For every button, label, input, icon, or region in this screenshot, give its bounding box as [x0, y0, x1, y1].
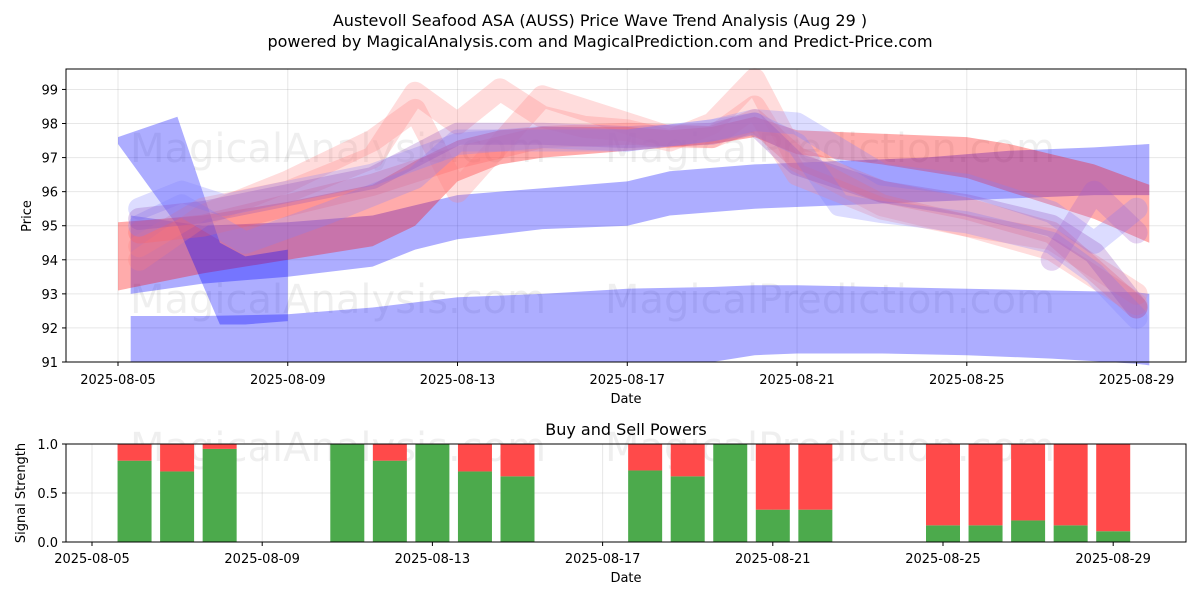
- buy-bar: [117, 460, 152, 542]
- power-chart: Buy and Sell Powers MagicalAnalysis.com …: [14, 420, 1187, 586]
- watermark-mid-left: MagicalAnalysis.com: [130, 277, 546, 323]
- price-plot-frame: [65, 68, 1187, 363]
- buy-bar: [670, 476, 705, 542]
- sell-bar: [457, 444, 492, 472]
- price-y-ticks: 91 92 93 94 95 96 97 98 99: [41, 83, 66, 371]
- price-x-tick-label: 2025-08-25: [929, 373, 1005, 388]
- watermark-top-right: MagicalPrediction.com: [605, 126, 1055, 172]
- buy-bar: [330, 444, 365, 542]
- power-x-tick-label: 2025-08-05: [54, 552, 130, 567]
- power-bars: [117, 444, 1131, 542]
- sell-bar: [500, 444, 535, 477]
- watermark-mid-right: MagicalPrediction.com: [605, 277, 1055, 323]
- buy-bar: [160, 471, 195, 542]
- power-x-tick-label: 2025-08-13: [395, 552, 471, 567]
- buy-bar: [1096, 531, 1131, 542]
- buy-bar: [798, 509, 833, 542]
- buy-bar: [1011, 520, 1046, 542]
- buy-bar: [500, 476, 535, 542]
- price-x-tick-label: 2025-08-13: [420, 373, 496, 388]
- sell-bar: [160, 444, 195, 472]
- figure-title: Austevoll Seafood ASA (AUSS) Price Wave …: [333, 11, 867, 30]
- buy-bar: [755, 509, 790, 542]
- price-y-label: Price: [20, 200, 35, 232]
- wave-line-1: [128, 68, 1148, 305]
- power-y-tick-label: 0.0: [37, 536, 58, 551]
- sell-bar: [372, 444, 407, 461]
- buy-bar: [628, 470, 663, 542]
- figure-subtitle: powered by MagicalAnalysis.com and Magic…: [267, 32, 932, 51]
- buy-bar: [457, 471, 492, 542]
- band-blue-mid-band: [130, 144, 1150, 294]
- wave-line-6: [1040, 180, 1148, 271]
- wave-line-5: [128, 112, 1148, 319]
- power-x-label: Date: [610, 571, 641, 586]
- price-chart: MagicalAnalysis.com MagicalPrediction.co…: [20, 68, 1187, 407]
- price-y-tick-label: 95: [41, 220, 58, 235]
- price-x-label: Date: [610, 392, 641, 407]
- sell-bar: [1011, 444, 1046, 521]
- band-blue-low-band: [130, 285, 1150, 366]
- price-x-tick-label: 2025-08-29: [1099, 373, 1175, 388]
- band-red-upper-band: [118, 116, 1150, 291]
- sell-bar: [1053, 444, 1088, 526]
- power-x-tick-label: 2025-08-09: [224, 552, 300, 567]
- sell-bar: [755, 444, 790, 510]
- power-x-tick-label: 2025-08-17: [565, 552, 641, 567]
- price-y-tick-label: 92: [41, 322, 58, 337]
- buy-bar: [202, 448, 237, 542]
- wave-line-4: [128, 112, 1148, 329]
- price-waves: [128, 68, 1148, 329]
- price-x-tick-label: 2025-08-09: [250, 373, 326, 388]
- wave-line-3: [128, 109, 1148, 254]
- price-y-tick-label: 99: [41, 83, 58, 98]
- price-grid: [66, 69, 1186, 363]
- price-y-tick-label: 91: [41, 356, 58, 371]
- sell-bar: [798, 444, 833, 510]
- watermark-top-left: MagicalAnalysis.com: [130, 126, 546, 172]
- sell-bar: [628, 444, 663, 471]
- sell-bar: [202, 444, 237, 449]
- buy-bar: [713, 444, 748, 542]
- price-x-tick-label: 2025-08-17: [589, 373, 665, 388]
- band-blue-spike-left: [118, 116, 288, 325]
- sell-bar: [670, 444, 705, 477]
- buy-bar: [372, 460, 407, 542]
- power-chart-title: Buy and Sell Powers: [545, 420, 707, 439]
- sell-bar: [968, 444, 1003, 526]
- wave-line-2: [128, 109, 1148, 319]
- price-bands: [118, 116, 1150, 366]
- price-x-tick-label: 2025-08-05: [80, 373, 156, 388]
- power-x-tick-label: 2025-08-29: [1075, 552, 1151, 567]
- price-x-tick-label: 2025-08-21: [759, 373, 835, 388]
- sell-bar: [117, 444, 152, 461]
- power-y-label: Signal Strength: [14, 443, 29, 543]
- power-x-ticks: 2025-08-05 2025-08-09 2025-08-13 2025-08-17…: [54, 542, 1151, 567]
- price-y-tick-label: 98: [41, 118, 58, 133]
- power-y-tick-label: 1.0: [37, 438, 58, 453]
- price-y-tick-label: 94: [41, 254, 58, 269]
- buy-bar: [415, 444, 450, 542]
- power-x-tick-label: 2025-08-21: [735, 552, 811, 567]
- power-x-tick-label: 2025-08-25: [905, 552, 981, 567]
- price-y-tick-label: 93: [41, 288, 58, 303]
- buy-bar: [926, 525, 960, 542]
- price-y-tick-label: 96: [41, 186, 58, 201]
- power-y-ticks: 0.0 0.5 1.0: [37, 438, 66, 551]
- power-y-tick-label: 0.5: [37, 487, 58, 502]
- buy-bar: [1053, 525, 1088, 542]
- sell-bar: [926, 444, 960, 526]
- price-x-ticks: 2025-08-05 2025-08-09 2025-08-13 2025-08-17…: [80, 362, 1174, 388]
- buy-bar: [968, 525, 1003, 542]
- sell-bar: [1096, 444, 1131, 532]
- wave-line-0: [128, 85, 1148, 316]
- price-y-tick-label: 97: [41, 152, 58, 167]
